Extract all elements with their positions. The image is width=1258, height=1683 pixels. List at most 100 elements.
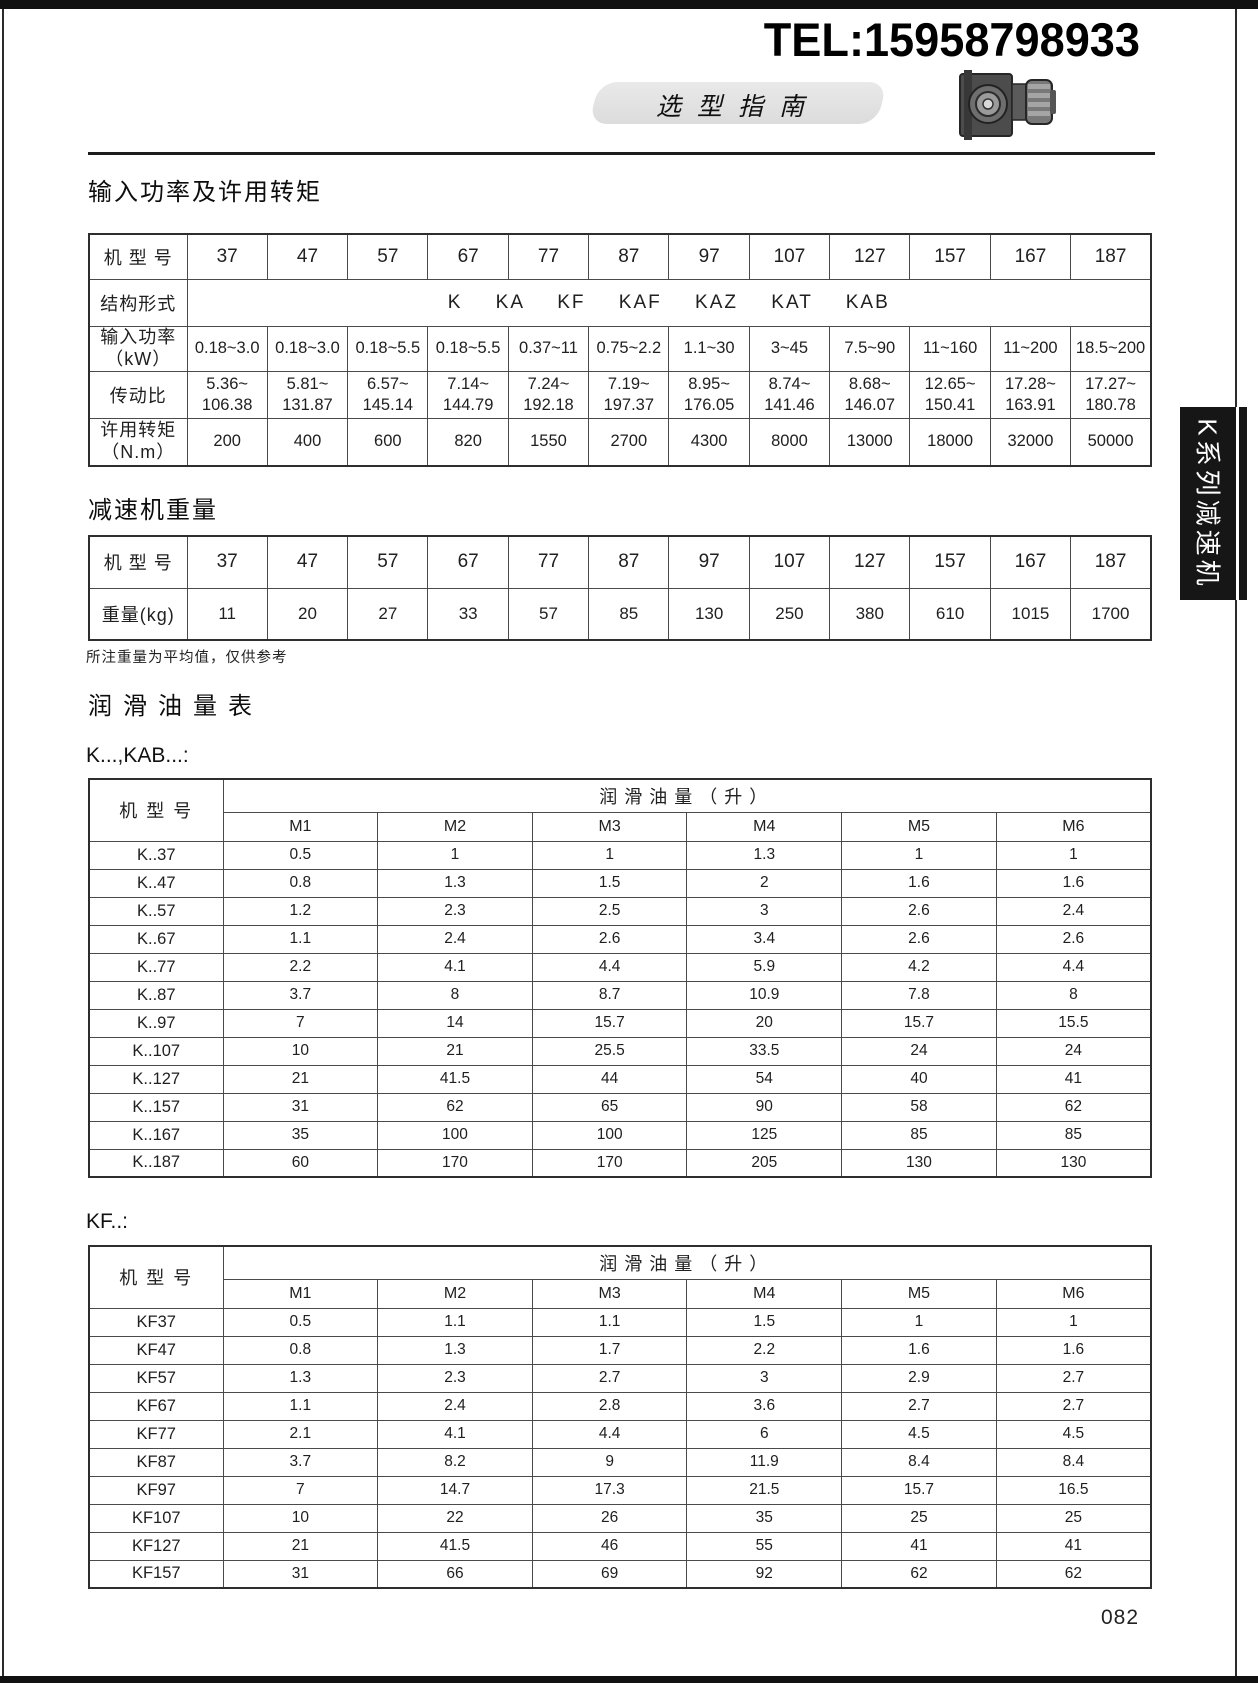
table-row: KF107 10 22 26 35 25 25 <box>88 1503 1152 1533</box>
oil-value-cell: 2.4 <box>377 1391 533 1421</box>
model-name-cell: KF67 <box>88 1391 224 1421</box>
span-header-row: 机 型 号 润滑油量（升） <box>88 778 1152 842</box>
row-label-weight: 重量(kg) <box>88 587 188 641</box>
oil-value-cell: 8.4 <box>841 1447 997 1477</box>
weight-value-cell: 1700 <box>1070 587 1152 641</box>
weight-value-cell: 11 <box>186 587 268 641</box>
section-title-power-torque: 输入功率及许用转矩 <box>88 179 322 206</box>
structure-value-cell: K KA KF KAF KAZ KAT KAB <box>186 278 1152 327</box>
model-number-cell: 47 <box>266 233 349 280</box>
torque-row: 许用转矩 （N.m） 200 400 600 820 1550 2700 4300 8000 1… <box>88 417 1152 467</box>
table-row: KF57 1.3 2.3 2.7 3 2.9 2.7 <box>88 1363 1152 1393</box>
table-row: K..107 10 21 25.5 33.5 24 24 <box>88 1036 1152 1066</box>
top-border-bar <box>0 0 1258 9</box>
oil-value-cell: 41 <box>995 1531 1152 1561</box>
table-row: K..87 3.7 8 8.7 10.9 7.8 8 <box>88 980 1152 1010</box>
power-value-cell: 0.37~11 <box>507 325 590 372</box>
model-number-cell: 37 <box>186 535 268 589</box>
oil-value-cell: 21 <box>377 1036 533 1066</box>
oil-value-cell: 22 <box>377 1503 533 1533</box>
oil-value-cell: 1.3 <box>377 868 533 898</box>
model-number-cell: 87 <box>588 233 670 280</box>
model-number-cell: 127 <box>829 233 911 280</box>
oil-value-cell: 58 <box>841 1092 997 1122</box>
oil-value-cell: 5.9 <box>686 952 843 982</box>
model-name-cell: KF107 <box>88 1503 224 1533</box>
oil-value-cell: 1 <box>377 840 533 870</box>
row-label-model: 机 型 号 <box>88 535 188 589</box>
model-name-cell: K..47 <box>88 868 224 898</box>
page-border-left <box>2 9 4 1676</box>
oil-value-cell: 1.1 <box>222 1391 379 1421</box>
oil-value-cell: 125 <box>686 1120 843 1150</box>
torque-value-cell: 13000 <box>829 417 911 467</box>
weight-value-cell: 57 <box>507 587 590 641</box>
model-number-cell: 97 <box>668 535 750 589</box>
table-row: KF157 31 66 69 92 62 62 <box>88 1559 1152 1589</box>
mount-position-header: M1 <box>222 811 379 842</box>
oil-value-cell: 4.1 <box>377 952 533 982</box>
ratio-value-cell: 8.68~ 146.07 <box>829 370 911 419</box>
model-name-cell: KF77 <box>88 1419 224 1449</box>
section-title-oil: 润滑油量表 <box>88 693 263 720</box>
oil-value-cell: 16.5 <box>995 1475 1152 1505</box>
oil-value-cell: 8 <box>377 980 533 1010</box>
oil-value-cell: 41.5 <box>377 1531 533 1561</box>
power-value-cell: 11~200 <box>989 325 1072 372</box>
mount-position-header: M4 <box>686 811 843 842</box>
model-number-cell: 157 <box>909 233 991 280</box>
oil-value-cell: 130 <box>995 1148 1152 1178</box>
tel-number: TEL:15958798933 <box>763 13 1140 66</box>
oil-value-cell: 62 <box>995 1092 1152 1122</box>
model-number-cell: 107 <box>748 233 831 280</box>
model-number-cell: 157 <box>909 535 991 589</box>
model-number-cell: 77 <box>507 233 590 280</box>
oil-value-cell: 2.7 <box>995 1363 1152 1393</box>
oil-value-cell: 1.5 <box>686 1307 843 1337</box>
oil-value-cell: 3.7 <box>222 1447 379 1477</box>
oil-value-cell: 60 <box>222 1148 379 1178</box>
ratio-row: 传动比 5.36~ 106.38 5.81~ 131.87 6.57~ 145.14… <box>88 370 1152 419</box>
oil-value-cell: 2.6 <box>841 896 997 926</box>
torque-value-cell: 8000 <box>748 417 831 467</box>
model-name-cell: K..77 <box>88 952 224 982</box>
mount-position-header: M2 <box>377 1278 533 1309</box>
oil-value-cell: 25 <box>995 1503 1152 1533</box>
table-row: K..157 31 62 65 90 58 62 <box>88 1092 1152 1122</box>
page-border-right <box>1235 9 1237 1676</box>
oil-value-cell: 2.7 <box>841 1391 997 1421</box>
ratio-value-cell: 17.28~ 163.91 <box>989 370 1072 419</box>
weight-value-cell: 380 <box>829 587 911 641</box>
oil-value-cell: 3 <box>686 1363 843 1393</box>
oil-value-cell: 33.5 <box>686 1036 843 1066</box>
oil-value-cell: 1.2 <box>222 896 379 926</box>
oil-value-cell: 41.5 <box>377 1064 533 1094</box>
oil-value-cell: 3.7 <box>222 980 379 1010</box>
oil-value-cell: 21.5 <box>686 1475 843 1505</box>
model-number-cell: 57 <box>347 233 429 280</box>
oil-value-cell: 1 <box>841 1307 997 1337</box>
mount-position-header: M6 <box>995 811 1152 842</box>
oil-value-cell: 1.5 <box>531 868 688 898</box>
ratio-value-cell: 7.14~ 144.79 <box>427 370 509 419</box>
model-name-cell: KF57 <box>88 1363 224 1393</box>
oil-value-cell: 66 <box>377 1559 533 1589</box>
oil-value-cell: 85 <box>995 1120 1152 1150</box>
model-name-cell: KF47 <box>88 1335 224 1365</box>
oil-value-cell: 14.7 <box>377 1475 533 1505</box>
k-table-label: K...,KAB...: <box>86 744 189 767</box>
model-name-cell: K..127 <box>88 1064 224 1094</box>
model-name-cell: KF157 <box>88 1559 224 1589</box>
oil-value-cell: 31 <box>222 1559 379 1589</box>
weight-value-cell: 85 <box>588 587 670 641</box>
oil-value-cell: 15.7 <box>841 1475 997 1505</box>
model-number-cell: 47 <box>266 535 349 589</box>
oil-value-cell: 62 <box>995 1559 1152 1589</box>
oil-value-cell: 2.6 <box>995 924 1152 954</box>
oil-value-cell: 21 <box>222 1531 379 1561</box>
model-column-header: 机 型 号 <box>88 1245 224 1309</box>
model-number-cell: 97 <box>668 233 750 280</box>
mount-position-header: M4 <box>686 1278 843 1309</box>
oil-value-cell: 1.7 <box>531 1335 688 1365</box>
